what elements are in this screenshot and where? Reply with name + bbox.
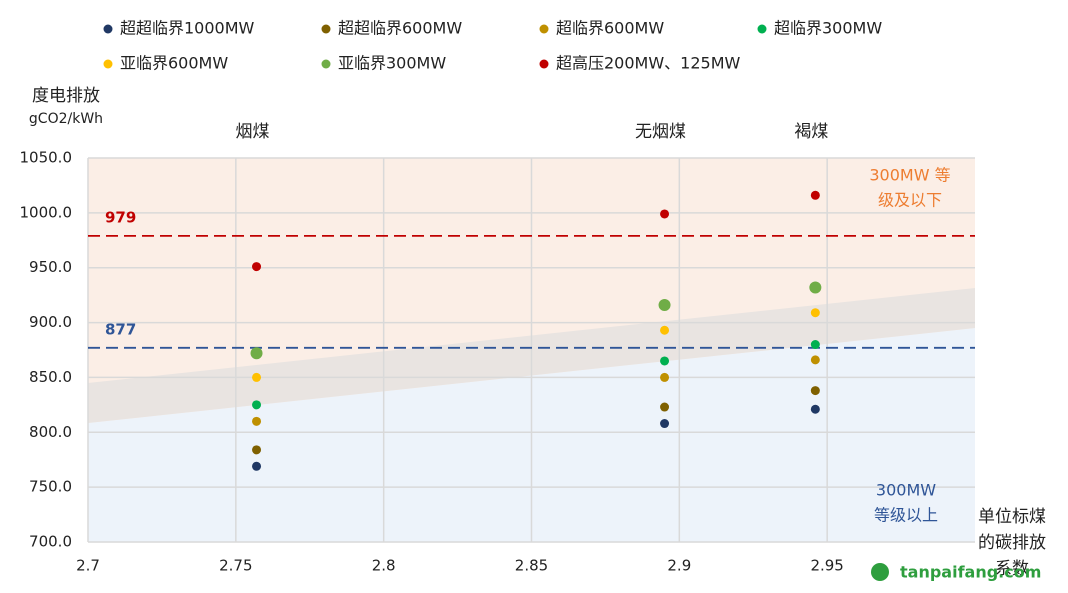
point: [252, 400, 262, 410]
point: [810, 308, 820, 318]
point: [658, 299, 671, 312]
grid: [87, 157, 975, 543]
point: [660, 402, 670, 412]
y-tick-label: 1050.0: [20, 149, 73, 167]
x-tick-label: 2.95: [810, 557, 843, 575]
reference-label: 979: [105, 208, 136, 226]
legend-marker: [103, 59, 113, 69]
y-tick-label: 850.0: [29, 368, 72, 386]
legend-label: 超高压200MW、125MW: [556, 54, 741, 73]
region-label: 300MW 等: [869, 166, 950, 185]
y-tick-label: 950.0: [29, 258, 72, 276]
region-label: 等级以上: [874, 506, 938, 525]
legend-label: 超临界300MW: [774, 19, 882, 38]
point: [252, 372, 262, 382]
watermark-icon: [871, 563, 889, 581]
x-tick-label: 2.85: [515, 557, 548, 575]
legend-marker: [539, 59, 549, 69]
legend-marker: [103, 24, 113, 34]
point: [660, 356, 670, 366]
legend-marker: [321, 24, 331, 34]
x-tick-label: 2.7: [76, 557, 100, 575]
reference-label: 877: [105, 320, 136, 338]
y-axis-label: 度电排放: [32, 86, 100, 106]
y-tick-label: 1000.0: [20, 203, 73, 221]
x-tick-label: 2.8: [372, 557, 396, 575]
region-label: 级及以下: [878, 191, 942, 210]
point: [250, 347, 263, 360]
point: [810, 404, 820, 414]
point: [660, 419, 670, 429]
category-label: 无烟煤: [635, 122, 686, 142]
legend-marker: [539, 24, 549, 34]
y-tick-label: 750.0: [29, 478, 72, 496]
legend-label: 亚临界300MW: [338, 54, 446, 73]
x-tick-label: 2.9: [667, 557, 691, 575]
legend-marker: [757, 24, 767, 34]
point: [252, 461, 262, 471]
point: [810, 355, 820, 365]
point: [252, 445, 262, 455]
point: [809, 281, 822, 294]
point: [252, 416, 262, 426]
region-label: 300MW: [876, 481, 936, 500]
point: [252, 262, 262, 272]
watermark: tanpaifang.com: [900, 563, 1041, 582]
point: [810, 190, 820, 200]
category-label: 褐煤: [794, 122, 828, 142]
y-tick-label: 900.0: [29, 313, 72, 331]
x-tick-label: 2.75: [219, 557, 252, 575]
point: [810, 386, 820, 396]
legend-label: 超超临界600MW: [338, 19, 462, 38]
legend-label: 超超临界1000MW: [120, 19, 255, 38]
x-axis-label: 单位标煤: [978, 507, 1046, 527]
point: [660, 325, 670, 335]
x-axis-label: 系数: [995, 559, 1029, 579]
legend-label: 超临界600MW: [556, 19, 664, 38]
category-label: 烟煤: [236, 122, 270, 142]
point: [660, 209, 670, 219]
y-tick-label: 700.0: [29, 533, 72, 551]
y-tick-label: 800.0: [29, 423, 72, 441]
y-axis-label: gCO2/kWh: [29, 111, 103, 127]
point: [810, 340, 820, 350]
x-axis-label: 的碳排放: [978, 533, 1046, 553]
point: [660, 372, 670, 382]
legend-marker: [321, 59, 331, 69]
legend-label: 亚临界600MW: [120, 54, 228, 73]
